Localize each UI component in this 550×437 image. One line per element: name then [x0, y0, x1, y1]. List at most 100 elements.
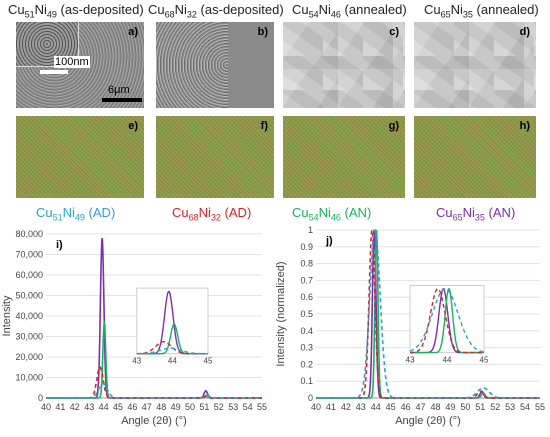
inset-x-tick-label: 43	[406, 356, 415, 365]
y-tick-label: 0.8	[300, 259, 313, 269]
caption-cu65ni35-an: Cu65Ni35 (AN)	[436, 205, 516, 223]
panel-label-d: d)	[519, 26, 530, 38]
y-tick-label: 0	[38, 393, 43, 403]
sem-image-b: b)	[156, 22, 274, 108]
x-tick-label: 51	[199, 402, 209, 412]
y-tick-label: 0.9	[300, 242, 313, 252]
scale-bar-main	[102, 98, 142, 102]
x-tick-label: 47	[416, 402, 426, 412]
x-tick-label: 54	[520, 402, 530, 412]
inset-series-line-3	[409, 288, 484, 353]
x-tick-label: 46	[401, 402, 411, 412]
x-tick-label: 45	[386, 402, 396, 412]
x-tick-label: 44	[371, 402, 381, 412]
xrd-chart-i: 0 10,000 20,000 30,000 40,000 50,000 60,000 70,…	[0, 226, 280, 432]
caption-cu51ni49-ad: Cu51Ni49 (AD)	[36, 205, 116, 223]
eds-map-f: f)	[156, 116, 274, 198]
scale-bar-inset	[40, 70, 68, 74]
x-tick-label: 50	[185, 402, 195, 412]
title-cu51ni49-ad: Cu51Ni49 (as-deposited)	[8, 2, 144, 20]
title-cu68ni32-ad: Cu68Ni32 (as-deposited)	[148, 2, 284, 20]
panel-label-e: e)	[128, 120, 138, 132]
inset-x-tick-label: 44	[443, 356, 452, 365]
x-tick-label: 53	[505, 402, 515, 412]
panel-label-h: h)	[519, 120, 530, 132]
eds-map-g: g)	[283, 116, 405, 198]
y-tick-label: 40,000	[15, 311, 43, 321]
y-tick-label: 0.7	[300, 275, 313, 285]
y-tick-label: 0.2	[300, 359, 313, 369]
scale-label-inset: 100nm	[54, 56, 90, 68]
inset-x-tick-label: 45	[204, 357, 213, 366]
inset-x-tick-label: 44	[168, 357, 177, 366]
xrd-chart-i-svg: 0 10,000 20,000 30,000 40,000 50,000 60,000 70,…	[1, 229, 267, 427]
panel-label: i)	[56, 239, 63, 251]
x-tick-label: 43	[84, 402, 94, 412]
title-cu65ni35-an: Cu65Ni35 (annealed)	[424, 2, 539, 20]
x-tick-label: 49	[445, 402, 455, 412]
panel-label-a: a)	[128, 26, 138, 38]
y-tick-label: 70,000	[15, 250, 43, 260]
y-tick-label: 1	[308, 226, 313, 235]
y-tick-label: 20,000	[15, 352, 43, 362]
sem-image-d: d)	[414, 22, 536, 108]
x-tick-label: 41	[55, 402, 65, 412]
y-tick-label: 0.1	[300, 376, 313, 386]
y-tick-label: 80,000	[15, 229, 43, 239]
sem-inset-image	[16, 22, 79, 67]
y-tick-label: 50,000	[15, 291, 43, 301]
caption-cu68ni32-ad: Cu68Ni32 (AD)	[172, 205, 252, 223]
x-tick-label: 43	[356, 402, 366, 412]
panel-label-g: g)	[388, 120, 399, 132]
x-tick-label: 49	[171, 402, 181, 412]
eds-map-h: h)	[414, 116, 536, 198]
xrd-chart-j-svg: 0 0.1 0.2 0.3 0.4 0.5 0.6 0.7 0.8 0.9 1 40 41 42 43 44 4…	[275, 225, 545, 427]
title-cu54ni46-an: Cu54Ni46 (annealed)	[292, 2, 407, 20]
x-tick-label: 40	[41, 402, 51, 412]
x-tick-label: 44	[99, 402, 109, 412]
eds-map-e: e)	[16, 116, 144, 198]
x-axis-label: Angle (2θ) (°)	[395, 415, 461, 427]
x-tick-label: 52	[490, 402, 500, 412]
inset-x-tick-label: 45	[480, 356, 489, 365]
y-tick-label: 0.6	[300, 292, 313, 302]
x-tick-label: 47	[142, 402, 152, 412]
x-tick-label: 42	[70, 402, 80, 412]
y-tick-label: 0.3	[300, 343, 313, 353]
caption-cu54ni46-an: Cu54Ni46 (AN)	[292, 205, 372, 223]
y-tick-label: 60,000	[15, 270, 43, 280]
y-axis-label: Intensity (normalized)	[276, 261, 287, 366]
x-tick-label: 40	[311, 402, 321, 412]
series-line-2	[46, 366, 262, 399]
series-line-3	[46, 382, 262, 399]
series-line-3	[316, 229, 540, 399]
sem-image-b-region	[228, 22, 274, 108]
y-tick-label: 30,000	[15, 332, 43, 342]
panel-label: j)	[325, 235, 333, 247]
y-tick-label: 10,000	[15, 373, 43, 383]
y-axis-label: Intensity	[1, 295, 13, 336]
x-tick-label: 48	[430, 402, 440, 412]
inset-series-line-2	[136, 341, 208, 355]
inset-series-line-2	[410, 288, 484, 354]
x-tick-label: 55	[257, 402, 267, 412]
y-tick-label: 0.5	[300, 309, 313, 319]
x-tick-label: 41	[326, 402, 336, 412]
panel-label-c: c)	[389, 26, 399, 38]
x-tick-label: 52	[214, 402, 224, 412]
sem-image-c: c)	[283, 22, 405, 108]
inset-frame	[136, 287, 209, 355]
inset-x-tick-label: 43	[132, 357, 141, 366]
y-tick-label: 0.4	[300, 326, 313, 336]
x-tick-label: 55	[535, 402, 545, 412]
scale-label-main: 6μm	[108, 84, 130, 96]
x-tick-label: 45	[113, 402, 123, 412]
y-tick-label: 0	[308, 393, 313, 403]
x-tick-label: 46	[127, 402, 137, 412]
inset-series-line-3	[136, 347, 208, 355]
xrd-chart-j: 0 0.1 0.2 0.3 0.4 0.5 0.6 0.7 0.8 0.9 1 40 41 42 43 44 4…	[275, 225, 550, 432]
x-tick-label: 50	[460, 402, 470, 412]
sem-image-a: 100nm a) 6μm	[16, 22, 144, 108]
x-axis-label: Angle (2θ) (°)	[121, 415, 187, 427]
x-tick-label: 53	[228, 402, 238, 412]
